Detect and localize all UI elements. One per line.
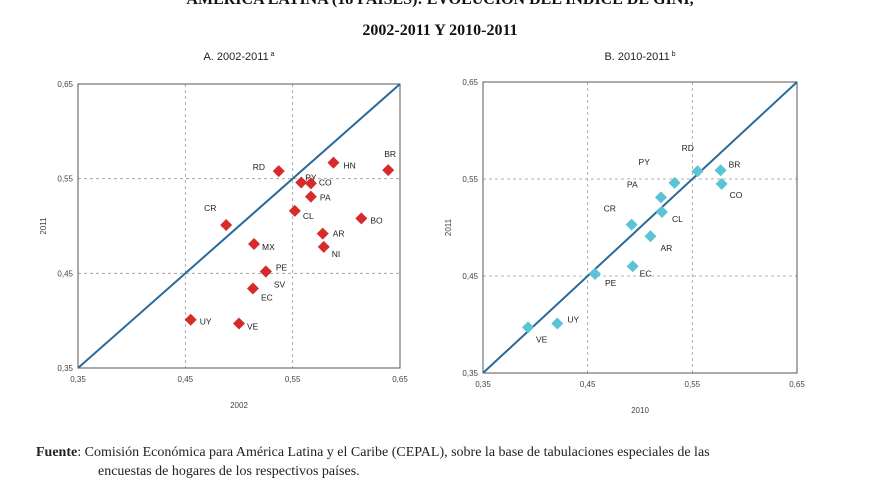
data-point-mx xyxy=(248,237,261,250)
x-tick-label: 0,55 xyxy=(285,375,301,384)
point-label-rd: RD xyxy=(682,143,694,153)
y-axis-label: 2011 xyxy=(39,217,48,235)
data-point-cr xyxy=(625,218,638,231)
panel-title: B. 2010-2011 b xyxy=(604,51,675,63)
y-tick-label: 0,55 xyxy=(57,175,73,184)
point-label-cl: CL xyxy=(672,214,683,224)
y-tick-label: 0,55 xyxy=(462,175,478,184)
point-label-mx: MX xyxy=(262,242,275,252)
data-point-py xyxy=(295,176,308,189)
x-tick-label: 0,45 xyxy=(580,380,596,389)
point-label-rd: RD xyxy=(253,162,265,172)
y-tick-label: 0,65 xyxy=(462,78,478,87)
data-point-pa xyxy=(304,190,317,203)
point-label-cr: CR xyxy=(204,203,216,213)
data-point-py xyxy=(668,176,681,189)
point-label-pe: PE xyxy=(276,262,288,272)
point-label-uy: UY xyxy=(567,315,579,325)
point-label-pe: PE xyxy=(605,278,617,288)
data-point-co xyxy=(715,177,728,190)
data-point-pe xyxy=(588,268,601,281)
data-point-bo xyxy=(355,212,368,225)
data-point-ve xyxy=(522,321,535,334)
point-label-ec: EC xyxy=(640,268,652,278)
y-tick-label: 0,45 xyxy=(462,272,478,281)
source-text-line2: encuestas de hogares de los respectivos … xyxy=(98,464,360,479)
data-point-hn xyxy=(327,156,340,169)
data-point-cl xyxy=(288,204,301,217)
data-point-br xyxy=(714,164,727,177)
x-tick-label: 0,35 xyxy=(475,380,491,389)
x-tick-label: 0,45 xyxy=(178,375,194,384)
panel-title: A. 2002-2011 a xyxy=(203,51,274,63)
point-label-br: BR xyxy=(729,159,741,169)
point-label-co: CO xyxy=(730,190,743,200)
y-tick-label: 0,35 xyxy=(57,364,73,373)
data-point-co xyxy=(304,177,317,190)
point-label-ar: AR xyxy=(660,243,672,253)
point-label-pa: PA xyxy=(320,193,331,203)
y-tick-label: 0,65 xyxy=(57,80,73,89)
point-label-py: PY xyxy=(639,157,651,167)
point-label-ar: AR xyxy=(333,229,345,239)
data-point-pa xyxy=(654,191,667,204)
x-tick-label: 0,65 xyxy=(789,380,805,389)
data-point-rd xyxy=(272,165,285,178)
data-point-rd xyxy=(691,165,704,178)
scatter-panel-b: B. 2010-2011 b 0,35 0,35 0,45 0,45 0,55 0,55 0,… xyxy=(444,51,805,415)
data-point-cr xyxy=(220,219,233,232)
point-label-hn: HN xyxy=(343,161,355,171)
point-label-ec: EC xyxy=(261,292,273,302)
data-point-uy xyxy=(184,313,197,326)
chart-title-line2: 2002-2011 Y 2010-2011 xyxy=(362,22,518,39)
point-label-pa: PA xyxy=(627,179,638,189)
point-label-ve: VE xyxy=(536,334,548,344)
x-tick-label: 0,55 xyxy=(685,380,701,389)
x-tick-label: 0,65 xyxy=(392,375,408,384)
point-label-uy: UY xyxy=(200,317,212,327)
point-label-cl: CL xyxy=(303,211,314,221)
source-text-line1: : Comisión Económica para América Latina… xyxy=(77,445,710,460)
data-point-uy xyxy=(551,317,564,330)
x-axis-label: 2002 xyxy=(230,401,248,410)
data-point-ve xyxy=(233,317,245,330)
point-label-cr: CR xyxy=(604,204,616,214)
data-point-sv xyxy=(259,265,272,278)
data-point-ar xyxy=(316,227,329,240)
x-axis-label: 2010 xyxy=(631,406,649,415)
y-axis-label: 2011 xyxy=(444,218,453,236)
reference-line xyxy=(77,83,401,369)
chart-title-line1: AMÉRICA LATINA (18 PAÍSES): EVOLUCIÓN DE… xyxy=(0,0,880,10)
reference-line xyxy=(482,81,798,374)
x-tick-label: 0,35 xyxy=(70,375,86,384)
data-point-br xyxy=(382,164,395,177)
panel-title-sup: a xyxy=(269,51,275,58)
data-point-ni xyxy=(317,240,330,253)
plot-frame xyxy=(482,81,798,374)
data-point-ec xyxy=(626,260,639,273)
point-label-br: BR xyxy=(384,149,396,159)
data-point-ec xyxy=(246,282,259,295)
point-label-sv: SV xyxy=(274,279,286,289)
y-tick-label: 0,45 xyxy=(57,269,73,278)
plot-frame xyxy=(77,83,401,369)
y-tick-label: 0,35 xyxy=(462,369,478,378)
panel-title-sup: b xyxy=(670,51,676,58)
point-label-py: PY xyxy=(305,172,317,182)
point-label-ve: VE xyxy=(247,322,259,332)
scatter-panel-a: A. 2002-2011 a 0,35 0,35 0,45 0,45 0,55 0,55 0,… xyxy=(39,51,408,410)
source-label: Fuente xyxy=(36,445,78,460)
data-point-cl xyxy=(655,205,668,218)
data-point-ar xyxy=(644,230,657,243)
point-label-ni: NI xyxy=(332,249,341,259)
source-note: Fuente: Comisión Económica para América … xyxy=(36,443,836,481)
point-label-bo: BO xyxy=(370,215,383,225)
point-label-co: CO xyxy=(319,177,332,187)
